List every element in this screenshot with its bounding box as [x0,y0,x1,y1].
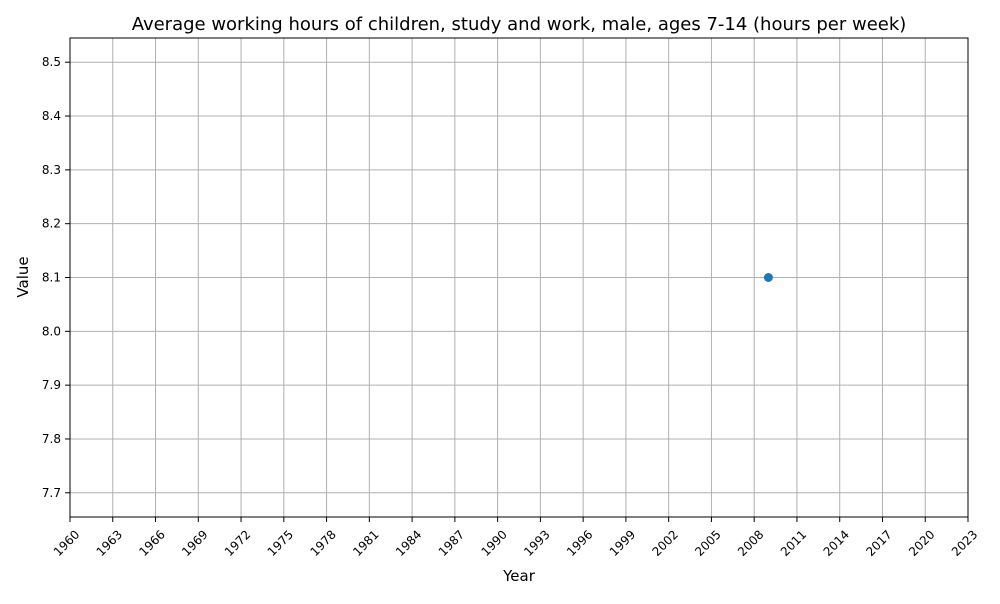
y-tick-label: 8.0 [42,324,61,338]
y-tick-label: 7.9 [42,378,61,392]
y-tick-label: 7.7 [42,486,61,500]
y-tick-label: 8.5 [42,55,61,69]
y-tick-label: 8.1 [42,271,61,285]
data-point [763,273,773,282]
data-layer [763,273,773,282]
y-tick-label: 8.3 [42,163,61,177]
grid-layer [69,38,969,517]
y-tick-label: 8.2 [42,217,61,231]
chart-title: Average working hours of children, study… [132,14,907,35]
y-tick-label: 8.4 [42,109,61,123]
y-axis-label: Value [14,256,32,297]
y-tick-label: 7.8 [42,432,61,446]
x-axis-label: Year [502,567,536,585]
